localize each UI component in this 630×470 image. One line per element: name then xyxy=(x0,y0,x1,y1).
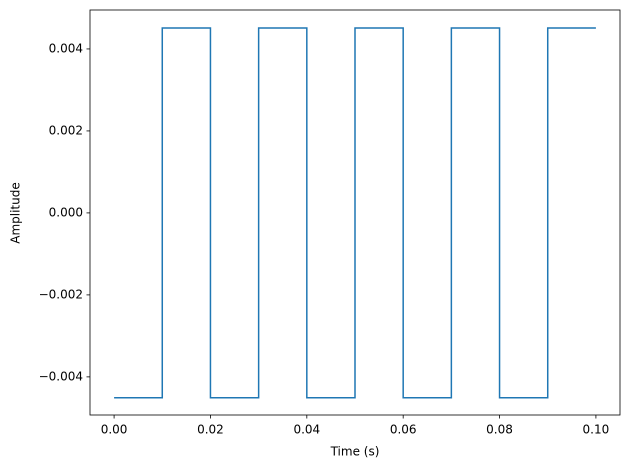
x-tick-label: 0.10 xyxy=(583,423,610,437)
x-tick-label: 0.08 xyxy=(486,423,513,437)
plot-frame xyxy=(89,9,621,416)
y-tick-label: −0.002 xyxy=(39,287,83,301)
y-tick-label: 0.000 xyxy=(49,205,83,219)
x-tick-label: 0.06 xyxy=(390,423,417,437)
line xyxy=(114,27,596,399)
y-tick-label: 0.002 xyxy=(49,123,83,137)
x-axis-label: Time (s) xyxy=(330,445,380,459)
y-axis-label: Amplitude xyxy=(9,182,23,244)
y-tick-label: −0.004 xyxy=(39,369,83,383)
x-tick-label: 0.04 xyxy=(293,423,320,437)
x-tick-label: 0.02 xyxy=(197,423,224,437)
y-tick-label: 0.004 xyxy=(49,41,83,55)
x-tick-label: 0.00 xyxy=(101,423,128,437)
